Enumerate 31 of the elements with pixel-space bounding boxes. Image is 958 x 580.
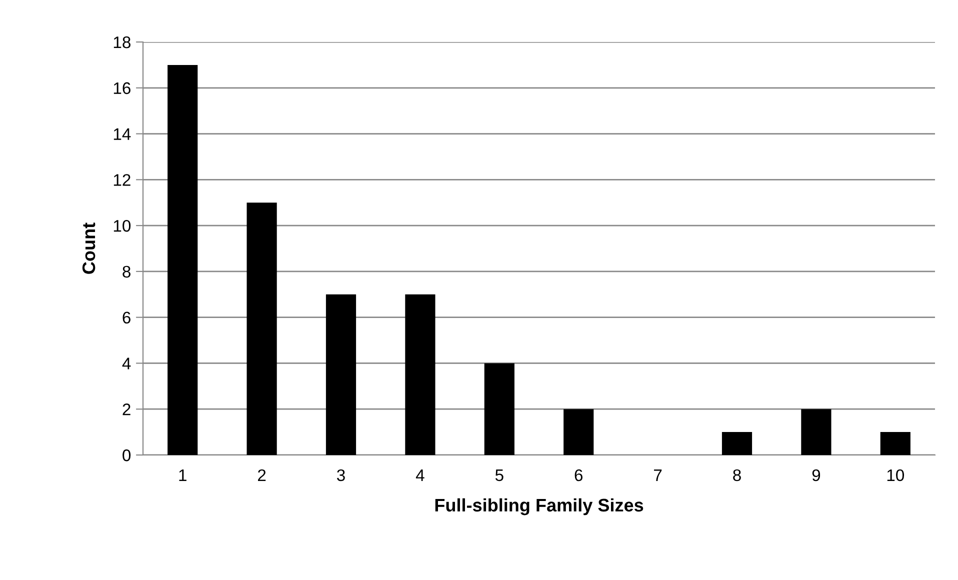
bar (801, 409, 832, 455)
x-tick-label: 4 (416, 470, 424, 481)
y-tick-label: 14 (114, 128, 131, 140)
x-tick-label: 7 (654, 470, 662, 481)
bar (405, 294, 436, 455)
bar (722, 432, 752, 455)
bar (564, 409, 594, 455)
x-tick-label: 8 (733, 469, 741, 482)
y-tick-label: 10 (114, 220, 131, 232)
y-tick-label: 18 (114, 36, 130, 48)
y-tick-label: 8 (122, 266, 130, 278)
bar (326, 294, 356, 455)
y-tick-label: 4 (122, 358, 131, 370)
bar (168, 64, 198, 455)
x-tick-label: 6 (574, 469, 582, 482)
y-tick-label: 0 (122, 449, 131, 462)
x-axis-title: Full-sibling Family Sizes (435, 498, 644, 516)
y-tick-label: 2 (122, 404, 130, 416)
y-tick-label: 12 (114, 174, 130, 186)
bar (484, 363, 514, 455)
x-tick-label: 10 (887, 469, 904, 482)
x-tick-label: 9 (812, 469, 820, 482)
x-tick-label: 1 (179, 470, 186, 481)
y-tick-label: 6 (122, 312, 130, 324)
x-tick-label: 2 (258, 469, 266, 481)
x-tick-label: 3 (337, 469, 345, 482)
x-tick-label: 5 (495, 470, 504, 482)
bar (246, 202, 277, 455)
y-axis-title: Count (82, 222, 96, 274)
y-tick-label: 16 (114, 82, 130, 94)
bar (880, 432, 910, 455)
